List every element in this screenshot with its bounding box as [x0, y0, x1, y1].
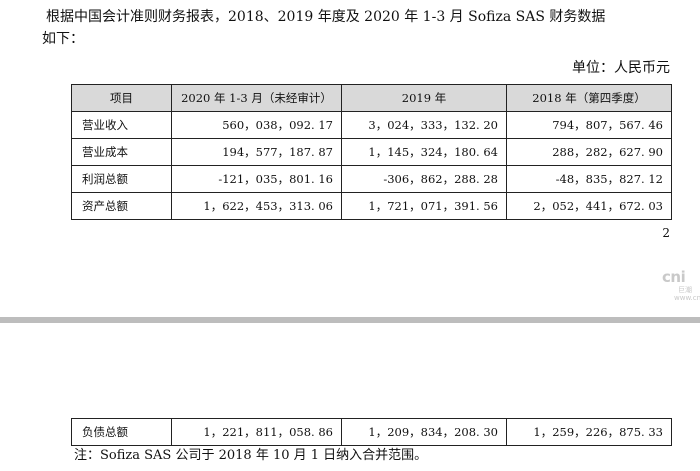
- cell-value: 794，807，567. 46: [506, 111, 672, 139]
- cell-value: 1，209，834，208. 30: [341, 418, 507, 446]
- row-label: 利润总额: [71, 165, 172, 193]
- cell-value: 2，052，441，672. 03: [506, 192, 672, 220]
- row-label: 营业收入: [71, 111, 172, 139]
- intro-line-1: 根据中国会计准则财务报表，2018、2019 年度及 2020 年 1-3 月 …: [46, 9, 606, 25]
- table-row: 营业成本 194，577，187. 87 1，145，324，180. 64 2…: [71, 138, 672, 166]
- table-row: 利润总额 -121，035，801. 16 -306，862，288. 28 -…: [71, 165, 672, 193]
- cell-value: 560，038，092. 17: [171, 111, 342, 139]
- header-2019: 2019 年: [341, 84, 507, 112]
- row-label: 资产总额: [71, 192, 172, 220]
- cell-value: -306，862，288. 28: [341, 165, 507, 193]
- cell-value: 1，221，811，058. 86: [171, 418, 342, 446]
- cell-value: -121，035，801. 16: [171, 165, 342, 193]
- header-2020q1: 2020 年 1-3 月（未经审计）: [171, 84, 342, 112]
- cell-value: 1，259，226，875. 33: [506, 418, 672, 446]
- page-divider: [0, 317, 700, 323]
- page-number: 2: [662, 226, 670, 240]
- cell-value: -48，835，827. 12: [506, 165, 672, 193]
- intro-line-2: 如下：: [42, 31, 84, 47]
- intro-paragraph: 根据中国会计准则财务报表，2018、2019 年度及 2020 年 1-3 月 …: [42, 6, 696, 50]
- cell-value: 1，622，453，313. 06: [171, 192, 342, 220]
- financial-table-continued: 负债总额 1，221，811，058. 86 1，209，834，208. 30…: [71, 418, 672, 446]
- cell-value: 288，282，627. 90: [506, 138, 672, 166]
- table-row: 营业收入 560，038，092. 17 3，024，333，132. 20 7…: [71, 111, 672, 139]
- cell-value: 1，721，071，391. 56: [341, 192, 507, 220]
- watermark-subtext: 巨潮: [678, 286, 692, 294]
- currency-unit: 单位：人民币元: [572, 60, 670, 76]
- cell-value: 3，024，333，132. 20: [341, 111, 507, 139]
- watermark-text: cni: [662, 268, 686, 286]
- header-item: 项目: [71, 84, 172, 112]
- table-row: 资产总额 1，622，453，313. 06 1，721，071，391. 56…: [71, 192, 672, 220]
- cell-value: 1，145，324，180. 64: [341, 138, 507, 166]
- cell-value: 194，577，187. 87: [171, 138, 342, 166]
- row-label: 营业成本: [71, 138, 172, 166]
- row-label: 负债总额: [71, 418, 172, 446]
- footnote: 注：Sofiza SAS 公司于 2018 年 10 月 1 日纳入合并范围。: [74, 448, 428, 463]
- financial-table: 项目 2020 年 1-3 月（未经审计） 2019 年 2018 年（第四季度…: [71, 84, 672, 220]
- watermark-url: www.cni: [674, 294, 700, 302]
- table-header-row: 项目 2020 年 1-3 月（未经审计） 2019 年 2018 年（第四季度…: [71, 84, 672, 112]
- header-2018q4: 2018 年（第四季度）: [506, 84, 672, 112]
- cninfo-watermark-logo: cni 巨潮 www.cni: [658, 268, 700, 310]
- table-row: 负债总额 1，221，811，058. 86 1，209，834，208. 30…: [71, 418, 672, 446]
